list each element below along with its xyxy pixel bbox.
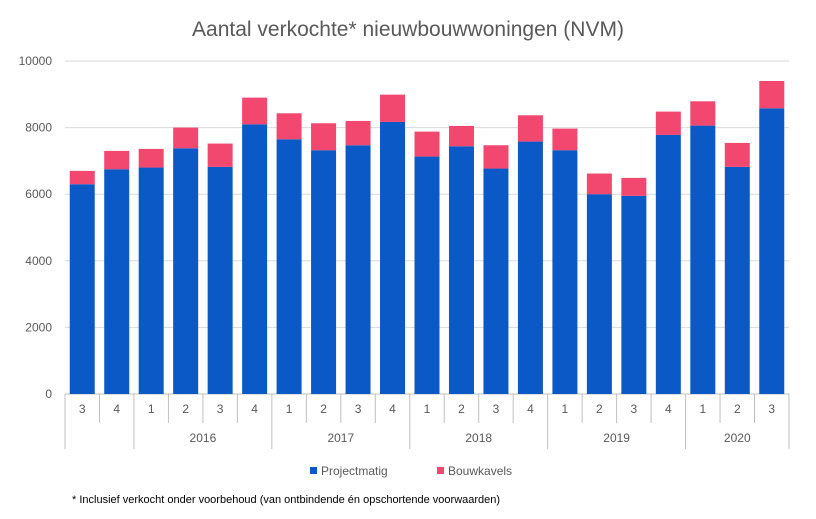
bar-bouwkavels bbox=[586, 173, 612, 195]
bar-bouwkavels bbox=[207, 143, 233, 167]
bar-projectmatig bbox=[345, 145, 371, 394]
bar-bouwkavels bbox=[138, 148, 164, 168]
bar-bouwkavels bbox=[69, 170, 95, 185]
bar-projectmatig bbox=[690, 125, 716, 395]
bar-projectmatig bbox=[552, 150, 578, 394]
y-axis-ticks: 0 2000 4000 6000 8000 10000 bbox=[19, 54, 53, 401]
x-year-label: 2020 bbox=[724, 431, 751, 445]
x-quarter-label: 2 bbox=[734, 402, 741, 416]
bar-bouwkavels bbox=[759, 80, 785, 109]
bar-projectmatig bbox=[414, 156, 440, 394]
y-tick-label: 10000 bbox=[19, 54, 53, 68]
x-quarter-label: 2 bbox=[182, 402, 189, 416]
x-axis: 3 4 1 2 3 4 1 2 3 4 1 2 3 4 1 2 3 4 1 2 3 2016 2017 2018 2019 202… bbox=[64, 394, 790, 449]
x-quarter-label: 3 bbox=[217, 402, 224, 416]
bar-bouwkavels bbox=[173, 127, 199, 149]
chart-title: Aantal verkochte* nieuwbouwwoningen (NVM… bbox=[192, 18, 624, 41]
bar-bouwkavels bbox=[345, 120, 371, 146]
bar-projectmatig bbox=[69, 184, 95, 394]
y-tick-label: 4000 bbox=[25, 254, 52, 268]
x-quarter-label: 2 bbox=[596, 402, 603, 416]
legend: Projectmatig Bouwkavels bbox=[310, 464, 512, 478]
bar-bouwkavels bbox=[655, 111, 681, 135]
footnote: * Inclusief verkocht onder voorbehoud (v… bbox=[72, 494, 501, 506]
bar-projectmatig bbox=[759, 108, 785, 394]
bar-projectmatig bbox=[621, 195, 647, 394]
bar-bouwkavels bbox=[448, 125, 474, 147]
bar-projectmatig bbox=[517, 141, 543, 394]
legend-label: Bouwkavels bbox=[448, 464, 512, 478]
x-quarter-label: 4 bbox=[389, 402, 396, 416]
bar-projectmatig bbox=[483, 168, 509, 394]
bar-bouwkavels bbox=[311, 123, 337, 151]
x-year-label: 2019 bbox=[603, 431, 630, 445]
bar-projectmatig bbox=[380, 121, 406, 395]
bar-bouwkavels bbox=[517, 115, 543, 142]
x-quarter-label: 2 bbox=[320, 402, 327, 416]
bar-projectmatig bbox=[448, 146, 474, 394]
x-quarter-label: 4 bbox=[251, 402, 258, 416]
y-tick-label: 8000 bbox=[25, 121, 52, 135]
bar-projectmatig bbox=[311, 150, 337, 394]
x-quarter-label: 4 bbox=[113, 402, 120, 416]
legend-swatch bbox=[437, 467, 444, 474]
bar-projectmatig bbox=[207, 166, 233, 394]
bar-bouwkavels bbox=[380, 94, 406, 122]
bar-bouwkavels bbox=[483, 145, 509, 169]
bar-bouwkavels bbox=[621, 177, 647, 196]
bar-bouwkavels bbox=[690, 101, 716, 126]
y-tick-label: 0 bbox=[45, 387, 52, 401]
bar-projectmatig bbox=[724, 166, 750, 394]
bar-projectmatig bbox=[138, 167, 164, 394]
bar-projectmatig bbox=[586, 194, 612, 394]
bar-bouwkavels bbox=[242, 97, 268, 125]
y-tick-label: 2000 bbox=[25, 320, 52, 334]
x-year-label: 2016 bbox=[190, 431, 217, 445]
bar-bouwkavels bbox=[414, 131, 440, 157]
bar-bouwkavels bbox=[276, 113, 302, 140]
x-quarter-label: 2 bbox=[458, 402, 465, 416]
x-quarter-label: 3 bbox=[355, 402, 362, 416]
x-quarter-label: 4 bbox=[665, 402, 672, 416]
x-quarter-label: 1 bbox=[424, 402, 431, 416]
x-quarter-label: 3 bbox=[79, 402, 86, 416]
x-quarter-label: 3 bbox=[768, 402, 775, 416]
y-tick-label: 6000 bbox=[25, 187, 52, 201]
x-quarter-label: 3 bbox=[493, 402, 500, 416]
x-year-label: 2018 bbox=[465, 431, 492, 445]
legend-label: Projectmatig bbox=[321, 464, 388, 478]
x-quarter-label: 1 bbox=[286, 402, 293, 416]
bar-projectmatig bbox=[104, 169, 130, 394]
bar-projectmatig bbox=[242, 124, 268, 395]
x-quarter-label: 4 bbox=[527, 402, 534, 416]
x-quarter-label: 3 bbox=[631, 402, 638, 416]
bars bbox=[69, 80, 785, 395]
bar-projectmatig bbox=[173, 148, 199, 394]
bar-projectmatig bbox=[276, 139, 302, 394]
bar-projectmatig bbox=[655, 134, 681, 394]
bar-bouwkavels bbox=[552, 128, 578, 151]
legend-swatch bbox=[310, 467, 317, 474]
x-quarter-label: 1 bbox=[562, 402, 569, 416]
x-quarter-label: 1 bbox=[148, 402, 155, 416]
bar-bouwkavels bbox=[104, 150, 130, 170]
x-year-label: 2017 bbox=[327, 431, 354, 445]
x-quarter-label: 1 bbox=[699, 402, 706, 416]
bar-bouwkavels bbox=[724, 142, 750, 167]
